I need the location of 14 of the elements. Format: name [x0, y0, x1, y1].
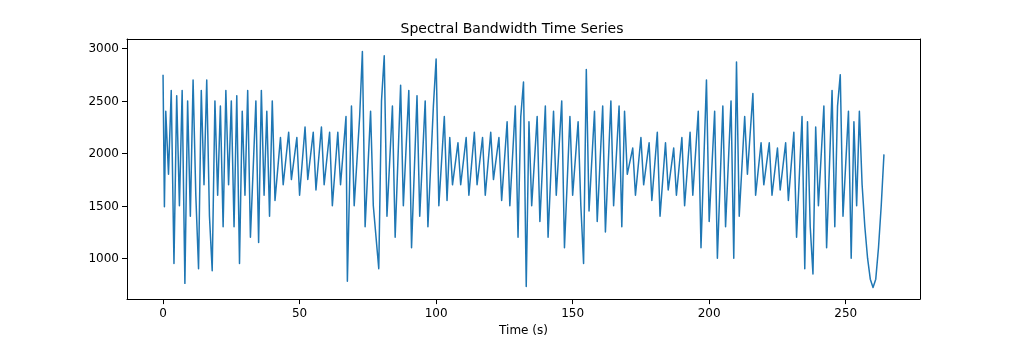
- x-tick-label: 150: [561, 306, 585, 321]
- x-tick-label: 250: [834, 306, 858, 321]
- y-tick-label: 2000: [88, 146, 119, 161]
- y-tick-label: 1000: [88, 251, 119, 266]
- x-tick-label: 50: [291, 306, 308, 321]
- y-tick-label: 1500: [88, 198, 119, 213]
- y-tick-label: 3000: [88, 41, 119, 56]
- x-tick-label: 0: [159, 306, 167, 321]
- y-tick-label: 2500: [88, 93, 119, 108]
- x-tick-label: 200: [697, 306, 721, 321]
- line-series: [162, 50, 885, 289]
- chart-title: Spectral Bandwidth Time Series: [400, 20, 624, 36]
- x-axis-title: Time (s): [498, 323, 548, 337]
- x-tick-label: 100: [424, 306, 448, 321]
